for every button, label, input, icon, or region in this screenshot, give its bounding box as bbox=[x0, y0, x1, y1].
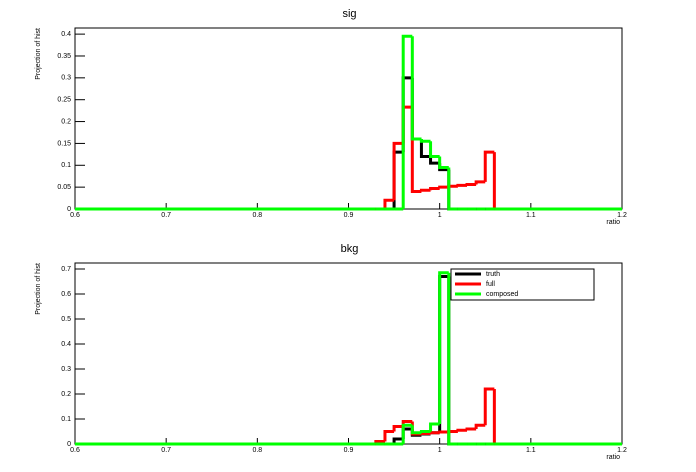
y-tick-label: 0.1 bbox=[61, 416, 71, 423]
x-tick-label: 1 bbox=[438, 447, 442, 454]
y-tick-label: 0.35 bbox=[57, 53, 71, 60]
chart-title: bkg bbox=[341, 243, 359, 255]
histogram-bin bbox=[483, 387, 495, 426]
histogram-bin bbox=[447, 167, 458, 211]
x-axis-label: ratio bbox=[606, 454, 620, 461]
x-tick-label: 0.8 bbox=[252, 212, 262, 219]
x-tick-label: 0.9 bbox=[344, 212, 354, 219]
x-tick-label: 1.1 bbox=[526, 212, 536, 219]
x-tick-label: 1.2 bbox=[617, 447, 627, 454]
histogram-bin bbox=[474, 423, 486, 429]
x-tick-label: 0.7 bbox=[161, 212, 171, 219]
histogram-bin bbox=[410, 36, 422, 141]
histogram-bin bbox=[410, 425, 422, 435]
histogram-bin bbox=[383, 430, 395, 442]
histogram-bin bbox=[429, 422, 440, 432]
y-tick-label: 0 bbox=[67, 441, 71, 448]
y-tick-label: 0.6 bbox=[61, 291, 71, 298]
histogram-bin bbox=[419, 432, 431, 435]
histogram-bin bbox=[438, 430, 449, 434]
legend-label: truth bbox=[486, 271, 500, 278]
y-tick-label: 0.15 bbox=[57, 140, 71, 147]
histogram-bin bbox=[392, 437, 404, 444]
histogram-bin bbox=[419, 430, 431, 433]
y-tick-label: 0.3 bbox=[61, 75, 71, 82]
histogram-bin bbox=[419, 139, 431, 143]
y-tick-label: 0.1 bbox=[61, 162, 71, 169]
histogram-bin bbox=[401, 34, 413, 209]
x-tick-label: 0.7 bbox=[161, 447, 171, 454]
y-tick-label: 0.3 bbox=[61, 366, 71, 373]
x-tick-label: 0.6 bbox=[70, 447, 80, 454]
chart-title: sig bbox=[342, 8, 356, 20]
legend-label: full bbox=[486, 281, 495, 288]
legend-label: composed bbox=[486, 291, 518, 298]
histogram-bin bbox=[447, 272, 458, 446]
histogram-bin bbox=[456, 183, 468, 187]
y-tick-label: 0.2 bbox=[61, 118, 71, 125]
y-tick-label: 0 bbox=[67, 206, 71, 213]
y-axis-label: Projection of hist bbox=[35, 263, 42, 315]
x-tick-label: 1 bbox=[438, 212, 442, 219]
x-tick-label: 0.6 bbox=[70, 212, 80, 219]
histogram-bin bbox=[438, 185, 449, 189]
y-tick-label: 0.25 bbox=[57, 97, 71, 104]
histogram-bin bbox=[392, 141, 404, 201]
histogram-bin bbox=[392, 425, 404, 432]
histogram-bin bbox=[465, 183, 477, 187]
histogram-bin bbox=[429, 156, 440, 165]
x-tick-label: 0.9 bbox=[344, 447, 354, 454]
histogram-bin bbox=[492, 389, 622, 446]
histogram-bin bbox=[419, 188, 431, 192]
histogram-bin bbox=[492, 152, 622, 211]
y-tick-label: 0.4 bbox=[61, 31, 71, 38]
histogram-bin bbox=[429, 186, 440, 191]
histogram-bin bbox=[383, 198, 395, 209]
y-tick-label: 0.7 bbox=[61, 266, 71, 273]
y-tick-label: 0.5 bbox=[61, 316, 71, 323]
histogram-bin bbox=[438, 156, 449, 169]
y-axis-label: Projection of hist bbox=[35, 28, 42, 80]
x-tick-label: 0.8 bbox=[252, 447, 262, 454]
x-tick-label: 1.2 bbox=[617, 212, 627, 219]
histogram-bin bbox=[456, 428, 468, 432]
histogram-bin bbox=[474, 180, 486, 185]
histogram-bin bbox=[401, 423, 413, 444]
y-tick-label: 0.4 bbox=[61, 341, 71, 348]
histogram-bin bbox=[483, 150, 495, 182]
histogram-bin bbox=[419, 139, 431, 159]
histogram-bin bbox=[429, 431, 440, 435]
x-tick-label: 1.1 bbox=[526, 447, 536, 454]
y-tick-label: 0.05 bbox=[57, 184, 71, 191]
y-tick-label: 0.2 bbox=[61, 391, 71, 398]
histogram-bin bbox=[438, 271, 449, 424]
plot-frame bbox=[74, 27, 623, 210]
histogram-bin bbox=[465, 427, 477, 431]
histogram-bin bbox=[429, 141, 440, 159]
x-axis-label: ratio bbox=[606, 219, 620, 226]
